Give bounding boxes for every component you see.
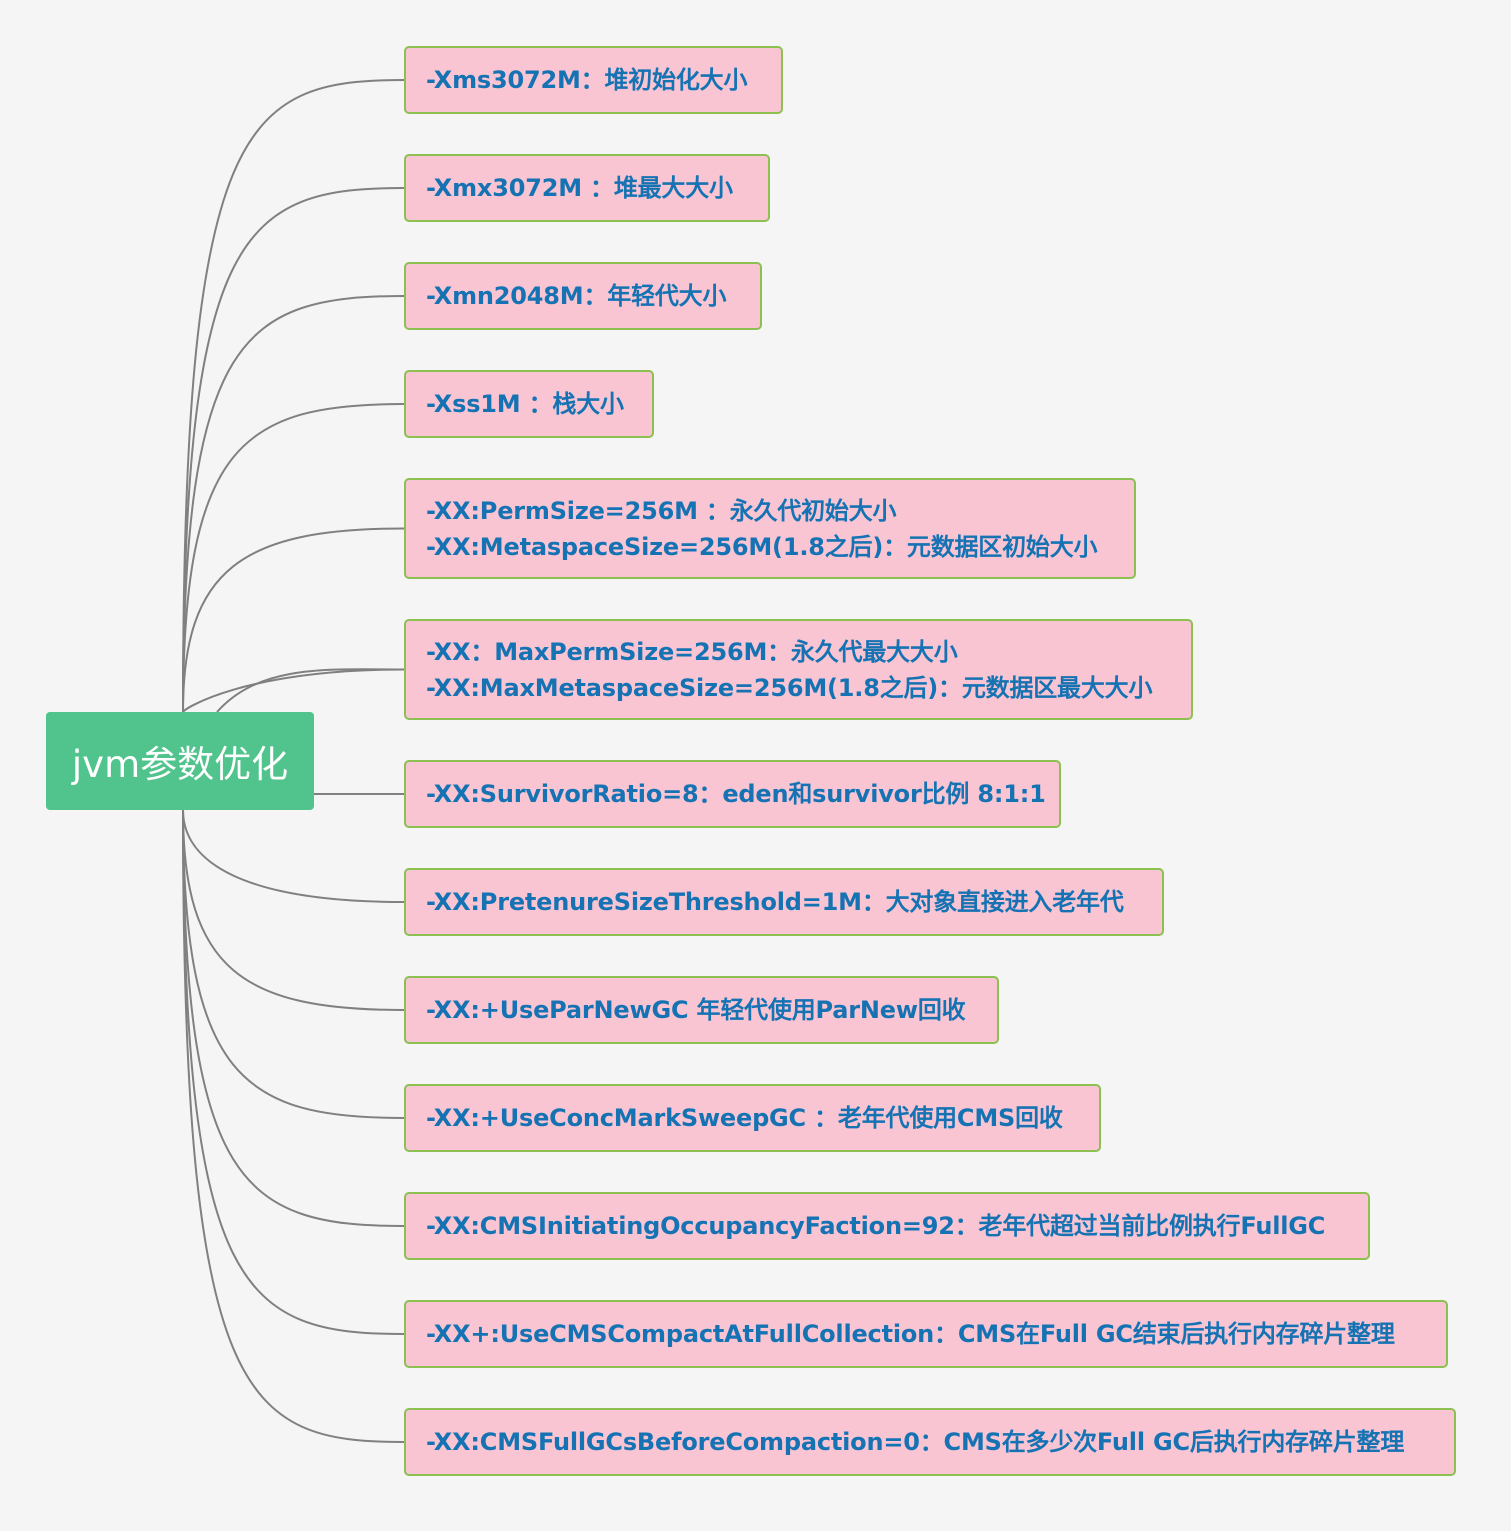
branch-xmn[interactable]: -Xmn2048M：年轻代大小 [404,262,762,330]
branch-text-line-2: -XX:MaxMetaspaceSize=256M(1.8之后)：元数据区最大大… [426,673,1153,702]
connector-line-7 [182,809,405,903]
connector-line-11 [182,809,405,1335]
branch-xss[interactable]: -Xss1M ：栈大小 [404,370,654,438]
branch-text: -Xms3072M：堆初始化大小 [426,66,748,94]
branch-pretenuresizethreshold[interactable]: -XX:PretenureSizeThreshold=1M：大对象直接进入老年代 [404,868,1164,936]
branch-survivorratio[interactable]: -XX:SurvivorRatio=8：eden和survivor比例 8:1:… [404,760,1061,828]
branch-cmsinitiatingoccupancyfaction[interactable]: -XX:CMSInitiatingOccupancyFaction=92：老年代… [404,1192,1370,1260]
branch-text: -Xmx3072M ：堆最大大小 [426,174,733,202]
connector-line-root-top [216,668,405,713]
branch-text: -Xss1M ：栈大小 [426,390,624,418]
connector-line-2 [182,295,405,713]
connector-line-12 [182,809,405,1443]
branch-text-line-2: -XX:MetaspaceSize=256M(1.8之后)：元数据区初始大小 [426,532,1098,561]
connector-line-9 [182,809,405,1119]
branch-text-line-1: -XX:PermSize=256M ：永久代初始大小 [426,496,897,525]
connector-line-8 [182,809,405,1011]
branch-text: -XX:SurvivorRatio=8：eden和survivor比例 8:1:… [426,780,1046,808]
root-topic-label: jvm参数优化 [71,743,289,786]
branch-text: -XX:+UseParNewGC 年轻代使用ParNew回收 [426,996,966,1024]
branch-xmx[interactable]: -Xmx3072M ：堆最大大小 [404,154,770,222]
branch-text: -XX:CMSInitiatingOccupancyFaction=92：老年代… [426,1212,1326,1240]
root-topic[interactable]: jvm参数优化 [46,712,314,810]
connector-line-3 [182,403,405,713]
connector-line-5 [182,668,405,713]
branch-text: -XX:CMSFullGCsBeforeCompaction=0：CMS在多少次… [426,1428,1405,1456]
connector-line-4 [182,527,405,713]
branch-permsize[interactable]: -XX:PermSize=256M ：永久代初始大小 -XX:Metaspace… [404,478,1136,579]
connector-line-10 [182,809,405,1227]
connector-line-1 [182,187,405,713]
branch-maxpermsize[interactable]: -XX：MaxPermSize=256M：永久代最大大小 -XX:MaxMeta… [404,619,1193,720]
branch-text: -XX:+UseConcMarkSweepGC ：老年代使用CMS回收 [426,1104,1063,1132]
branch-cmsfullgcsbeforecompaction[interactable]: -XX:CMSFullGCsBeforeCompaction=0：CMS在多少次… [404,1408,1456,1476]
branch-xms[interactable]: -Xms3072M：堆初始化大小 [404,46,783,114]
branch-text: -XX:PretenureSizeThreshold=1M：大对象直接进入老年代 [426,888,1124,916]
branch-text: -XX+:UseCMSCompactAtFullCollection：CMS在F… [426,1320,1395,1348]
branch-useparnewgc[interactable]: -XX:+UseParNewGC 年轻代使用ParNew回收 [404,976,999,1044]
branch-text: -Xmn2048M：年轻代大小 [426,282,727,310]
branch-text-line-1: -XX：MaxPermSize=256M：永久代最大大小 [426,637,958,666]
connector-line-0 [182,79,405,713]
branch-useconcmarksweepgc[interactable]: -XX:+UseConcMarkSweepGC ：老年代使用CMS回收 [404,1084,1101,1152]
branch-usecmscompactatfullcollection[interactable]: -XX+:UseCMSCompactAtFullCollection：CMS在F… [404,1300,1448,1368]
